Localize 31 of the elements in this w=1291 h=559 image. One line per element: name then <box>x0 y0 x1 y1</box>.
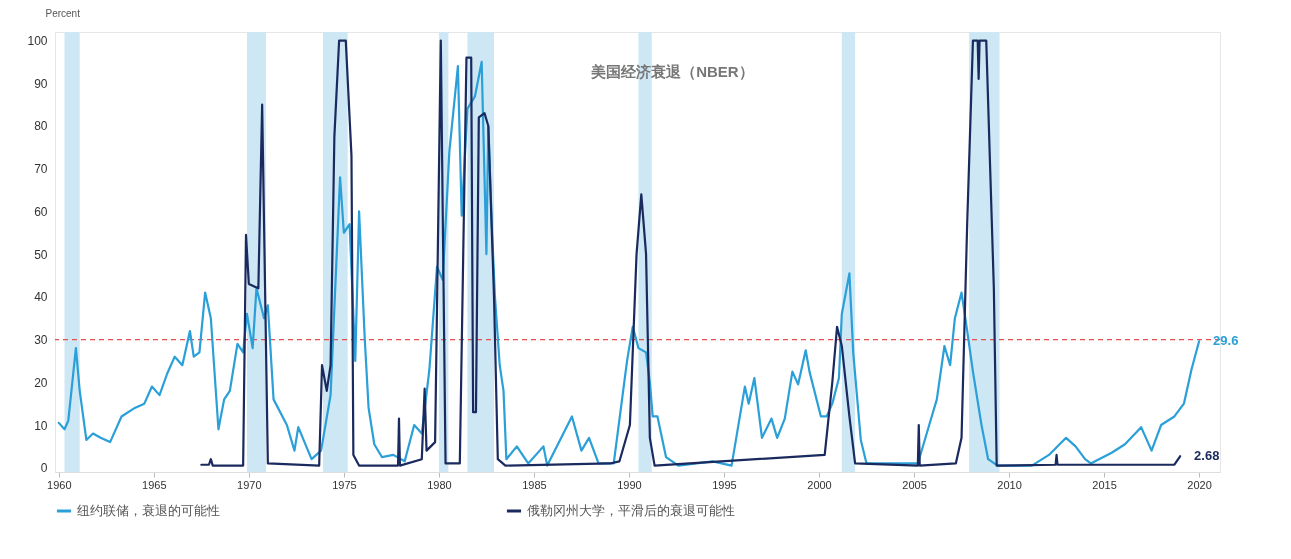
y-tick-label: 10 <box>34 418 48 433</box>
annotation: 美国经济衰退（NBER） <box>590 63 754 80</box>
legend-label: 纽约联储，衰退的可能性 <box>77 503 220 518</box>
x-tick-label: 1995 <box>712 478 737 491</box>
y-axis-title: Percent <box>45 7 81 19</box>
line-series <box>200 39 1182 467</box>
y-tick-label: 50 <box>34 247 48 262</box>
data-label: 29.6 <box>1213 333 1239 349</box>
x-tick-label: 1970 <box>237 478 262 491</box>
x-tick-label: 1990 <box>617 478 642 491</box>
legend-label: 俄勒冈州大学，平滑后的衰退可能性 <box>527 503 735 518</box>
x-tick-label: 1985 <box>522 478 547 491</box>
x-tick-label: 2010 <box>997 478 1022 491</box>
y-tick-label: 0 <box>40 461 48 476</box>
x-tick-label: 1975 <box>332 478 357 491</box>
y-tick-label: 100 <box>27 34 48 49</box>
y-tick-label: 80 <box>34 119 48 134</box>
x-tick-label: 1960 <box>47 478 72 491</box>
x-tick-label: 2005 <box>902 478 927 491</box>
x-tick-label: 1980 <box>427 478 452 491</box>
y-tick-label: 30 <box>34 333 48 348</box>
y-tick-label: 70 <box>34 162 48 177</box>
y-tick-label: 40 <box>34 290 48 305</box>
y-tick-label: 20 <box>34 375 48 390</box>
data-label: 2.68 <box>1194 448 1220 464</box>
x-tick-label: 2020 <box>1187 478 1212 491</box>
x-tick-label: 2015 <box>1092 478 1117 491</box>
x-tick-label: 2000 <box>807 478 832 491</box>
x-tick-label: 1965 <box>142 478 167 491</box>
y-tick-label: 90 <box>34 76 48 91</box>
y-tick-label: 60 <box>34 204 48 219</box>
